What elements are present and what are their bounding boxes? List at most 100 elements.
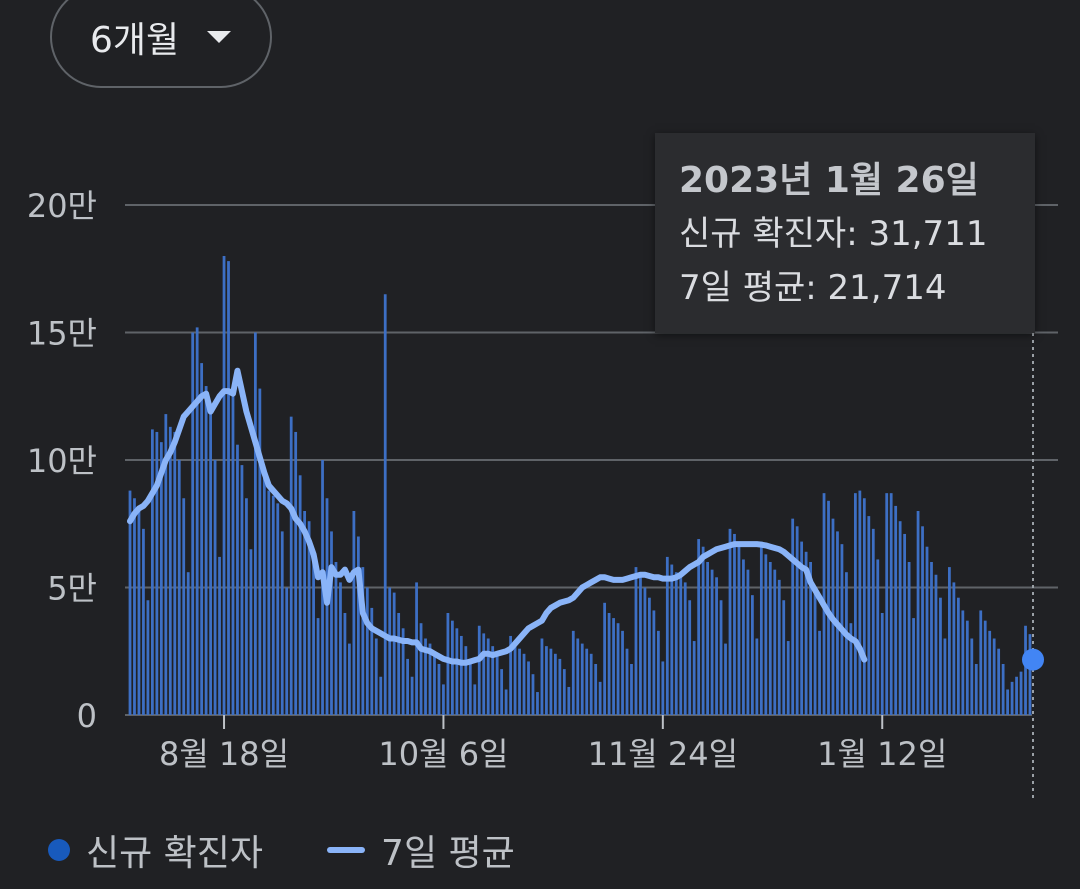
bar <box>276 503 280 715</box>
bar <box>245 498 248 715</box>
bar <box>155 431 159 715</box>
bar <box>280 531 284 715</box>
bar <box>751 595 754 715</box>
bar <box>451 620 454 715</box>
bar <box>576 638 580 715</box>
bar <box>361 567 365 715</box>
bar <box>777 579 781 715</box>
bar <box>522 653 526 715</box>
legend-line-label[interactable]: 7일 평균 <box>381 833 515 874</box>
bar <box>316 618 320 715</box>
bar <box>437 664 441 715</box>
bar <box>571 630 575 715</box>
bar <box>374 638 378 715</box>
bar <box>137 505 141 715</box>
tooltip-date: 2023년 1월 26일 <box>679 160 979 201</box>
bar <box>558 658 562 715</box>
bar <box>307 521 311 715</box>
bar <box>446 613 450 715</box>
bar <box>862 498 866 715</box>
bar <box>151 429 154 715</box>
bar <box>782 600 786 715</box>
hover-point-marker <box>1022 648 1044 671</box>
bar <box>715 577 718 715</box>
bar <box>486 638 490 715</box>
bar <box>674 572 678 715</box>
bar <box>567 686 571 715</box>
bar <box>186 572 190 715</box>
bar <box>912 618 915 715</box>
bar <box>504 689 508 715</box>
tooltip-new-cases: 신규 확진자: 31,711 <box>679 214 988 254</box>
bar <box>536 692 539 715</box>
bar <box>997 648 1001 715</box>
bar <box>598 681 602 715</box>
bar <box>133 498 136 715</box>
bar <box>397 613 401 715</box>
bar <box>271 495 275 715</box>
bar <box>728 528 732 715</box>
bar <box>974 664 978 715</box>
bar <box>128 490 132 715</box>
bar <box>303 511 307 715</box>
bar <box>231 396 235 715</box>
bar <box>876 559 880 715</box>
bar <box>616 623 620 715</box>
bar <box>733 533 736 715</box>
bar <box>737 546 741 715</box>
bar <box>240 465 244 715</box>
bar <box>1019 671 1023 715</box>
bar <box>294 431 298 715</box>
bar <box>773 569 777 715</box>
bar <box>889 493 893 715</box>
bar <box>688 600 692 715</box>
legend-bars-label[interactable]: 신규 확진자 <box>86 833 264 874</box>
bar <box>679 574 683 715</box>
bar <box>1015 676 1018 715</box>
bar <box>934 574 938 715</box>
bar <box>706 562 709 715</box>
bar <box>348 643 351 715</box>
bar <box>419 623 423 715</box>
y-tick-label: 20만 <box>27 187 97 225</box>
bar <box>804 551 808 715</box>
bar <box>612 618 615 715</box>
bar <box>983 620 987 715</box>
bar <box>200 363 204 715</box>
bar <box>415 582 418 715</box>
bar <box>236 444 239 715</box>
bar <box>621 630 624 715</box>
range-selector-button[interactable]: 6개월 <box>50 0 272 88</box>
bar <box>365 587 369 715</box>
bar <box>1028 634 1032 715</box>
bar <box>339 582 342 715</box>
y-tick-label: 0 <box>77 697 97 735</box>
bar <box>907 562 911 715</box>
tooltip-average-value: 21,714 <box>827 268 947 308</box>
y-tick-label: 10만 <box>27 442 97 480</box>
bar <box>459 635 463 715</box>
bar <box>948 567 951 715</box>
bar <box>540 638 544 715</box>
bar <box>880 613 884 715</box>
bar <box>961 610 965 715</box>
bar <box>428 643 432 715</box>
bar <box>388 587 392 715</box>
bar <box>433 651 436 715</box>
range-selector-label: 6개월 <box>90 20 180 61</box>
bar <box>562 669 566 715</box>
bar <box>818 630 821 715</box>
bar <box>410 676 414 715</box>
bar <box>603 602 607 715</box>
bar <box>222 256 226 715</box>
bar <box>871 528 875 715</box>
bar <box>330 531 333 715</box>
bar <box>491 646 495 715</box>
bar <box>549 648 553 715</box>
bar <box>218 556 221 715</box>
bar <box>213 460 217 715</box>
bar <box>952 582 956 715</box>
bar <box>531 674 535 715</box>
bar <box>334 562 338 715</box>
